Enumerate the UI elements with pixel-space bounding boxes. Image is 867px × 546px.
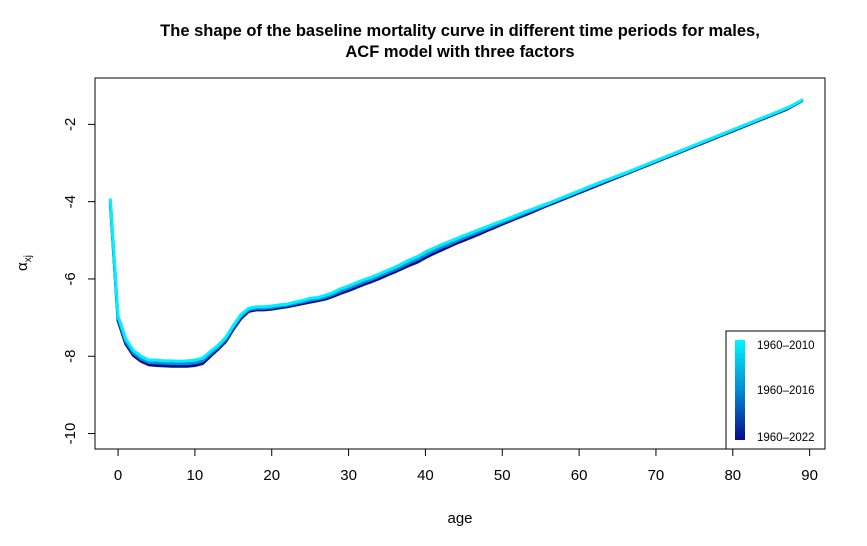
chart-title-line1: The shape of the baseline mortality curv… — [160, 22, 760, 40]
series-line-1960-2010 — [108, 98, 804, 363]
x-tick-label-10: 10 — [187, 467, 204, 484]
y-axis: -10 -8 -6 -4 -2 — [62, 118, 96, 445]
y-axis-label-subscript: xj — [23, 255, 34, 262]
x-tick-label-0: 0 — [114, 467, 122, 484]
y-tick-label--6: -6 — [62, 272, 79, 285]
x-axis: 0 10 20 30 40 50 60 70 80 90 — [114, 448, 818, 484]
y-tick-label--2: -2 — [62, 118, 79, 131]
x-tick-label-80: 80 — [724, 467, 741, 484]
y-axis-label: αxj — [14, 255, 34, 271]
legend-label-1960-2010: 1960–2010 — [757, 340, 815, 352]
series-layer — [108, 98, 804, 368]
legend: 1960–2010 1960–2016 1960–2022 — [725, 330, 826, 450]
y-tick-label--4: -4 — [62, 195, 79, 208]
x-tick-label-30: 30 — [340, 467, 357, 484]
legend-color-ramp — [735, 340, 745, 440]
x-axis-label: age — [447, 510, 472, 527]
y-tick-label--8: -8 — [62, 350, 79, 363]
legend-label-1960-2022: 1960–2022 — [757, 432, 815, 444]
series-line-1960-2022 — [108, 99, 804, 368]
chart-title-line2: ACF model with three factors — [345, 43, 574, 61]
x-tick-label-60: 60 — [571, 467, 588, 484]
legend-label-1960-2016: 1960–2016 — [757, 385, 815, 397]
x-tick-label-40: 40 — [417, 467, 434, 484]
plot-frame — [94, 77, 826, 450]
x-tick-label-70: 70 — [648, 467, 665, 484]
x-tick-label-90: 90 — [801, 467, 818, 484]
series-line-1960-2016 — [108, 98, 804, 366]
y-tick-label--10: -10 — [62, 423, 79, 445]
y-axis-label-symbol: α — [14, 262, 31, 271]
x-tick-label-50: 50 — [494, 467, 511, 484]
x-tick-label-20: 20 — [263, 467, 280, 484]
